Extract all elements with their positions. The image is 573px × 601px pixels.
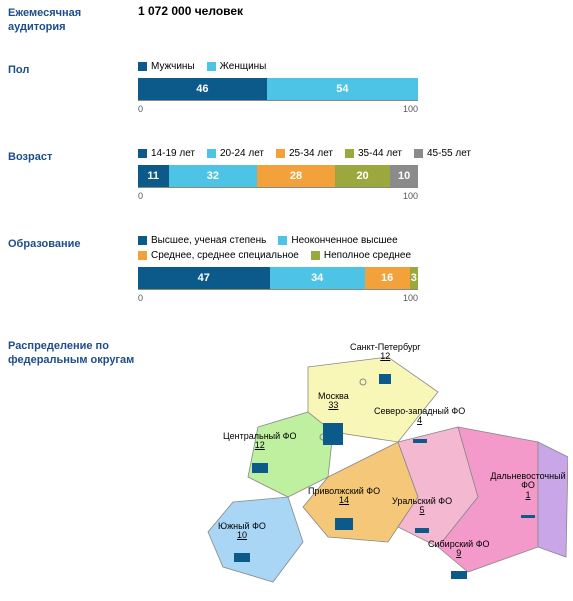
legend-item: Неоконченное высшее bbox=[278, 235, 397, 246]
bar-segment: 54 bbox=[267, 78, 418, 100]
map-region-bar bbox=[521, 515, 535, 518]
age-label: Возраст bbox=[8, 148, 138, 201]
legend-label: Женщины bbox=[220, 61, 267, 72]
legend-swatch bbox=[138, 62, 147, 71]
map-region-bar bbox=[451, 571, 467, 579]
map-region-label: Москва33 bbox=[318, 392, 349, 449]
map-region-value: 33 bbox=[318, 401, 349, 411]
map-region-value: 14 bbox=[308, 496, 380, 506]
age-axis: 0 100 bbox=[138, 187, 418, 201]
age-legend: 14-19 лет 20-24 лет 25-34 лет 35-44 лет 45-5… bbox=[138, 148, 565, 159]
map-region-bar bbox=[323, 423, 343, 445]
legend-item: Высшее, ученая степень bbox=[138, 235, 266, 246]
map-region-label: Приволжский ФО14 bbox=[308, 487, 380, 534]
gender-axis: 0 100 bbox=[138, 100, 418, 114]
map-region-bar bbox=[252, 463, 268, 473]
legend-item: 14-19 лет bbox=[138, 148, 195, 159]
legend-item: Неполное среднее bbox=[311, 250, 411, 261]
legend-item: 35-44 лет bbox=[345, 148, 402, 159]
age-bar: 1132282010 bbox=[138, 165, 418, 187]
education-axis-min: 0 bbox=[138, 293, 143, 303]
education-axis: 0 100 bbox=[138, 289, 418, 303]
map-region-label: Южный ФО10 bbox=[218, 522, 266, 566]
map-region-label: Дальневосточный ФО1 bbox=[488, 472, 568, 521]
legend-swatch bbox=[311, 251, 320, 260]
map-region-bar bbox=[415, 528, 429, 533]
legend-item: 25-34 лет bbox=[276, 148, 333, 159]
legend-swatch bbox=[138, 236, 147, 245]
gender-bar: 4654 bbox=[138, 78, 418, 100]
bar-segment: 47 bbox=[138, 267, 270, 289]
legend-label: 45-55 лет bbox=[427, 148, 471, 159]
gender-legend: Мужчины Женщины bbox=[138, 61, 565, 72]
legend-item: Женщины bbox=[207, 61, 267, 72]
map-label: Распределение по федеральным округам bbox=[8, 337, 138, 597]
education-label: Образование bbox=[8, 235, 138, 303]
map-region-value: 5 bbox=[392, 506, 452, 516]
map-region-label: Санкт-Петербург12 bbox=[350, 343, 421, 388]
legend-swatch bbox=[138, 149, 147, 158]
legend-swatch bbox=[276, 149, 285, 158]
map-region-label: Сибирский ФО9 bbox=[428, 540, 490, 583]
map-region-value: 12 bbox=[350, 352, 421, 362]
bar-segment: 46 bbox=[138, 78, 267, 100]
bar-segment: 16 bbox=[365, 267, 410, 289]
legend-label: 25-34 лет bbox=[289, 148, 333, 159]
legend-swatch bbox=[414, 149, 423, 158]
legend-label: Мужчины bbox=[151, 61, 195, 72]
legend-item: 45-55 лет bbox=[414, 148, 471, 159]
legend-label: 35-44 лет bbox=[358, 148, 402, 159]
map-region-value: 4 bbox=[374, 416, 465, 426]
education-bar: 4734163 bbox=[138, 267, 418, 289]
gender-axis-max: 100 bbox=[403, 104, 418, 114]
bar-segment: 10 bbox=[390, 165, 418, 187]
legend-swatch bbox=[138, 251, 147, 260]
legend-item: Среднее, среднее специальное bbox=[138, 250, 299, 261]
map-region-name: Дальневосточный ФО bbox=[488, 472, 568, 492]
map-region-bar bbox=[234, 553, 250, 562]
map-region-value: 9 bbox=[428, 549, 490, 559]
legend-swatch bbox=[207, 62, 216, 71]
map-region-label: Уральский ФО5 bbox=[392, 497, 452, 537]
map-region-value: 1 bbox=[488, 491, 568, 501]
legend-label: Неполное среднее bbox=[324, 250, 411, 261]
legend-item: Мужчины bbox=[138, 61, 195, 72]
bar-segment: 28 bbox=[257, 165, 335, 187]
gender-label: Пол bbox=[8, 61, 138, 114]
age-axis-min: 0 bbox=[138, 191, 143, 201]
audience-value: 1 072 000 человек bbox=[138, 4, 565, 35]
map-region-bar bbox=[335, 518, 353, 530]
education-axis-max: 100 bbox=[403, 293, 418, 303]
legend-swatch bbox=[345, 149, 354, 158]
legend-label: Неоконченное высшее bbox=[291, 235, 397, 246]
legend-label: 14-19 лет bbox=[151, 148, 195, 159]
legend-item: 20-24 лет bbox=[207, 148, 264, 159]
map-region-value: 12 bbox=[223, 441, 297, 451]
map-region-value: 10 bbox=[218, 531, 266, 541]
legend-swatch bbox=[207, 149, 216, 158]
bar-segment: 32 bbox=[169, 165, 258, 187]
gender-axis-min: 0 bbox=[138, 104, 143, 114]
bar-segment: 11 bbox=[138, 165, 169, 187]
map-wrap: Санкт-Петербург12Москва33 Северо-западный… bbox=[138, 337, 568, 597]
map-region-bar bbox=[379, 374, 391, 384]
map-region-bar bbox=[413, 439, 427, 443]
education-legend: Высшее, ученая степень Неоконченное высше… bbox=[138, 235, 438, 261]
map-region-label: Центральный ФО12 bbox=[223, 432, 297, 477]
legend-label: Высшее, ученая степень bbox=[151, 235, 266, 246]
bar-segment: 34 bbox=[270, 267, 365, 289]
age-axis-max: 100 bbox=[403, 191, 418, 201]
legend-label: Среднее, среднее специальное bbox=[151, 250, 299, 261]
legend-label: 20-24 лет bbox=[220, 148, 264, 159]
legend-swatch bbox=[278, 236, 287, 245]
bar-segment: 3 bbox=[410, 267, 418, 289]
map-region-label: Северо-западный ФО4 bbox=[374, 407, 465, 447]
audience-label: Ежемесячная аудитория bbox=[8, 4, 138, 35]
bar-segment: 20 bbox=[335, 165, 390, 187]
